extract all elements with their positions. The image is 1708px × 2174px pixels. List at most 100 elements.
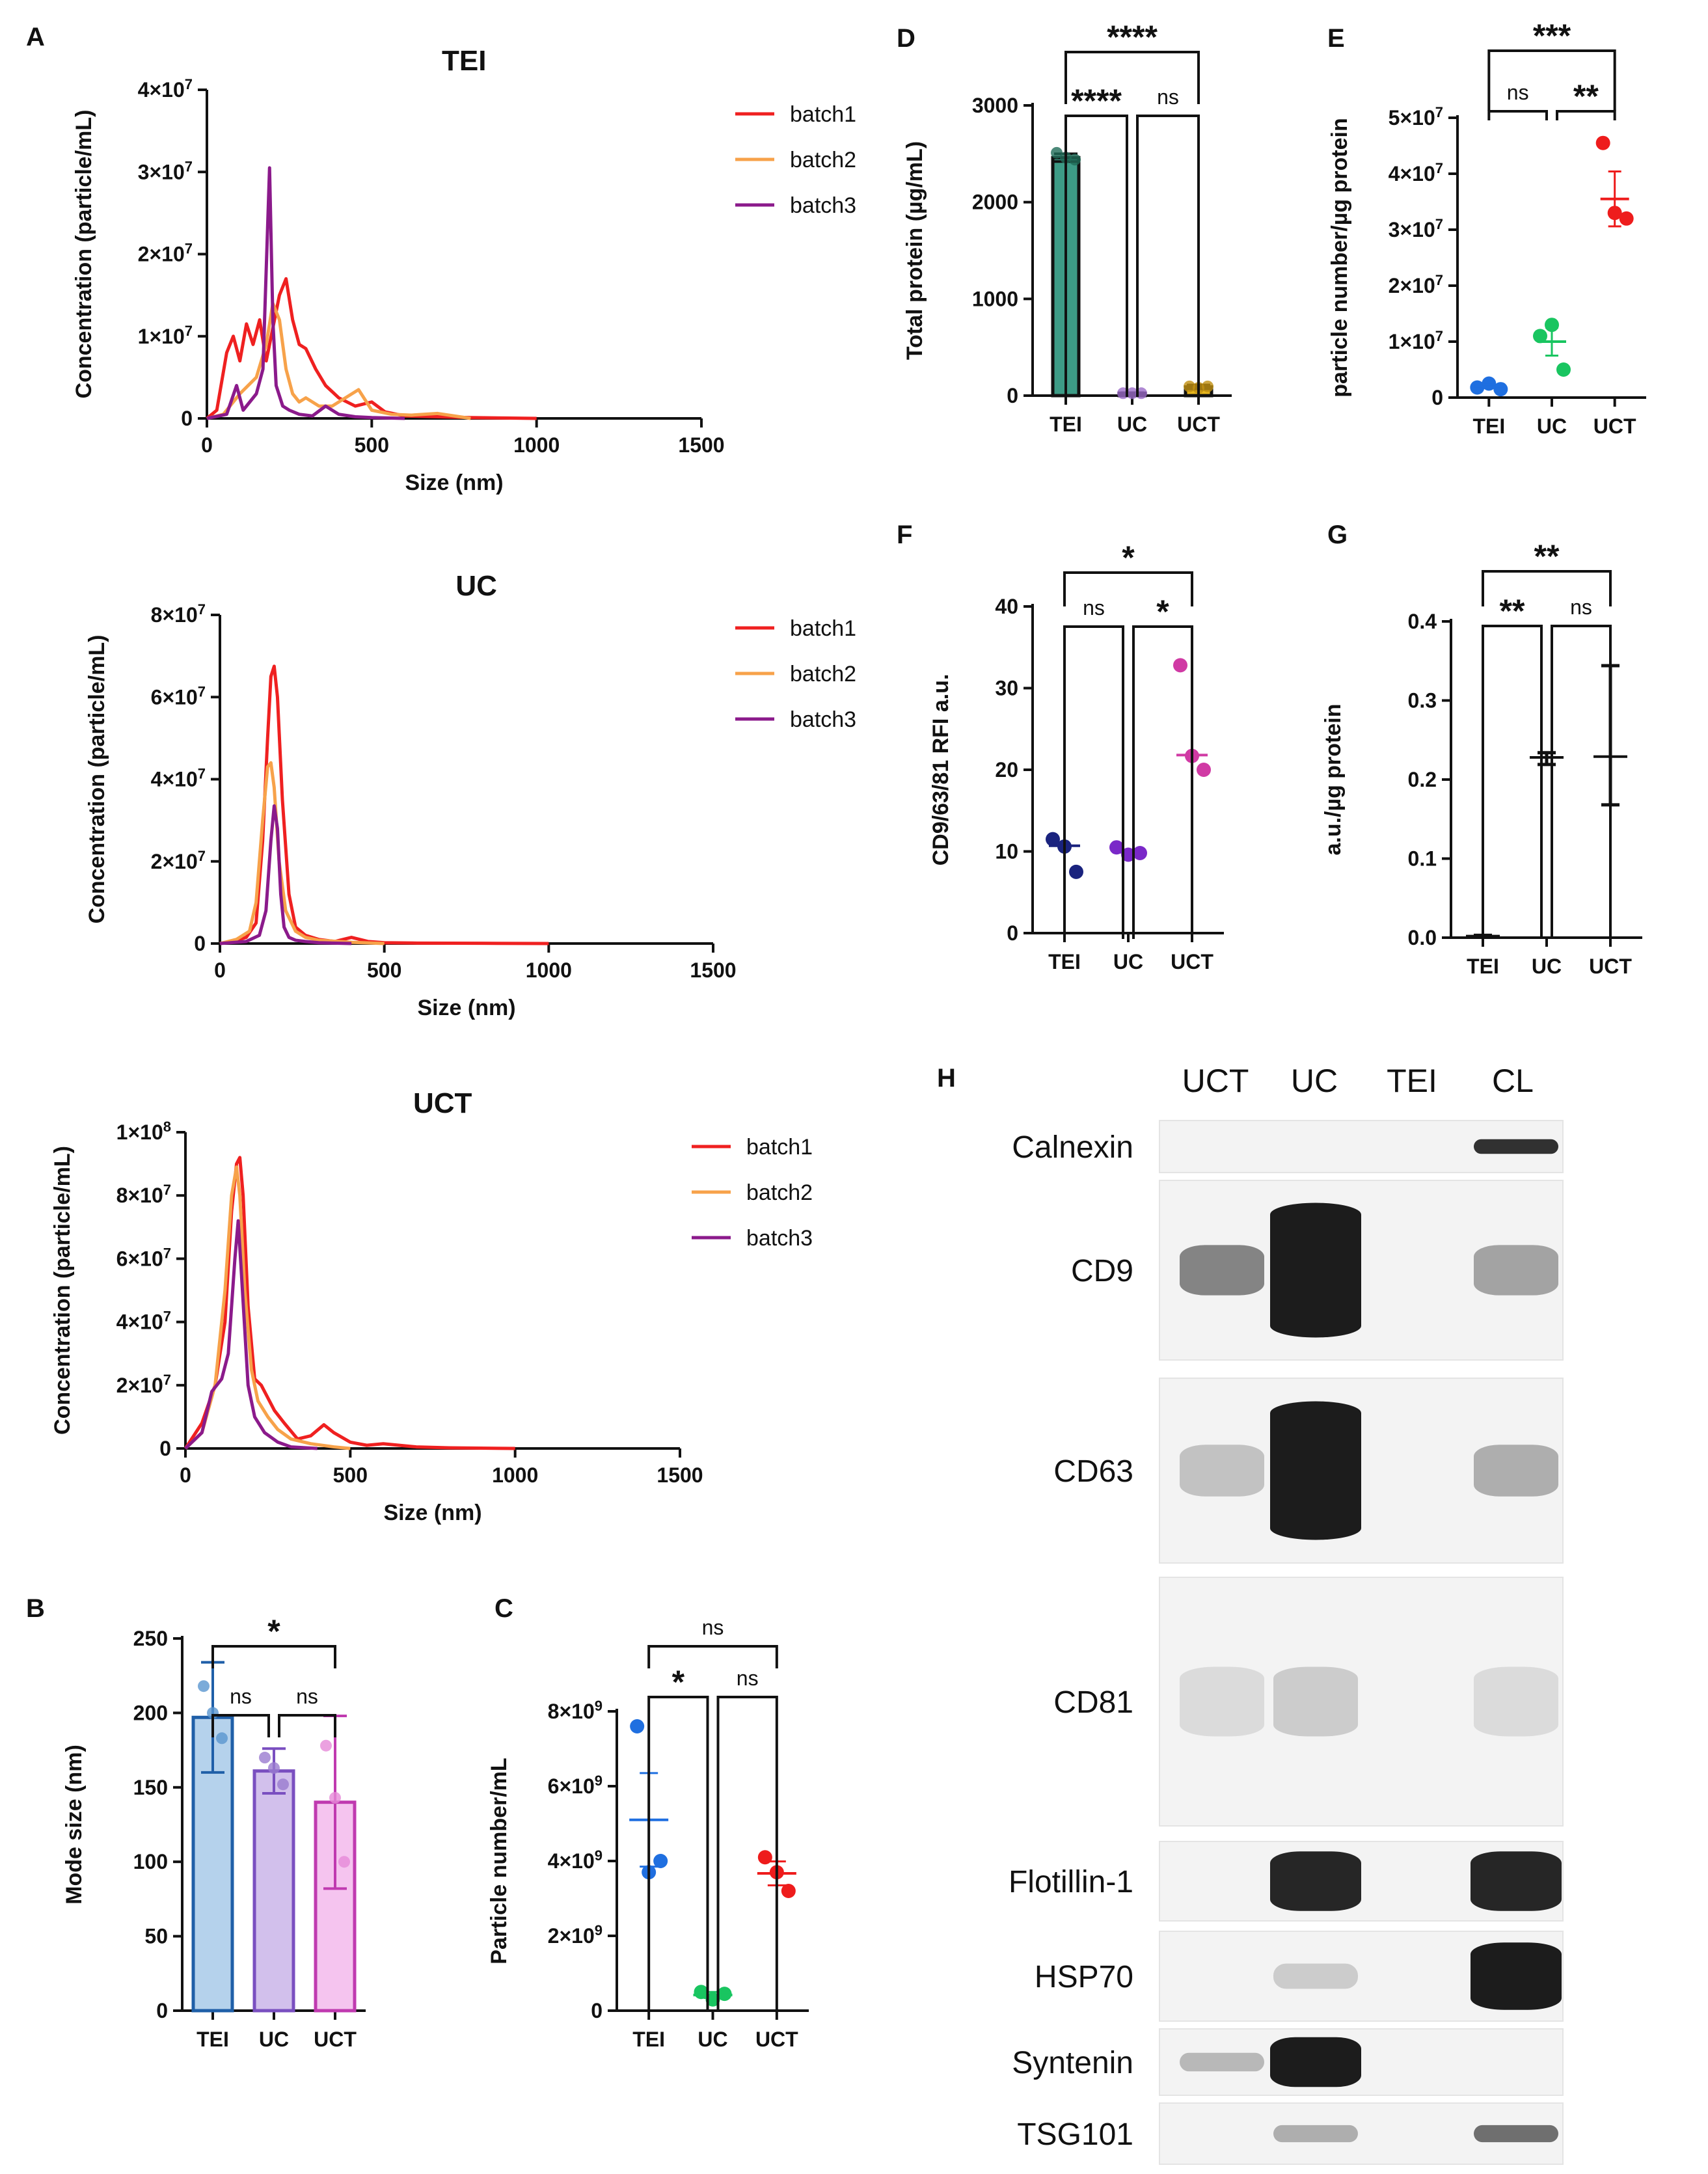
western-blot: UCT UC TEI CL Calnexin CD9 CD63 CD81 Flotillin-1…	[1009, 1063, 1564, 2165]
x-tick-label: 1000	[526, 958, 572, 982]
significance-bracket	[647, 1696, 709, 2011]
blot-row-label: CD9	[1071, 1254, 1133, 1288]
x-tick-label: UC	[1113, 950, 1143, 973]
series-line-batch3	[206, 166, 405, 420]
blot-band	[1180, 1245, 1264, 1296]
y-tick-label: 250	[133, 1627, 168, 1650]
chart-F: 0 10 20 30 40 TEI UC UCT CD9/63/81 RFI a.u. * ns *	[929, 539, 1224, 973]
significance-label: **	[1500, 593, 1525, 629]
x-tick-label: UCT	[314, 2028, 357, 2051]
significance-label: **	[1573, 78, 1599, 115]
y-tick-label: 4×107	[138, 76, 193, 102]
y-axis-label: Concentration (particle/mL)	[85, 635, 109, 924]
y-tick-label: 0.3	[1408, 689, 1437, 713]
chart-C: 0 2×109 4×109 6×109 8×109 TEI UC UCT Particle nu…	[487, 1616, 809, 2051]
x-axis-label: Size (nm)	[383, 1501, 481, 1525]
y-axis-label: particle number/µg protein	[1327, 118, 1352, 398]
blot-row-label: HSP70	[1035, 1960, 1133, 1994]
y-tick-label: 2×107	[151, 848, 206, 873]
significance-label: *	[267, 1613, 280, 1650]
significance-bracket	[1551, 625, 1612, 938]
chart-title: TEI	[442, 45, 486, 77]
y-tick-label: 40	[995, 595, 1018, 618]
x-tick-label: 500	[355, 433, 389, 457]
data-point	[259, 1752, 271, 1764]
data-point	[1051, 146, 1063, 159]
series-line-batch3	[184, 1219, 318, 1450]
data-point	[781, 1884, 796, 1898]
y-axis-label: a.u./µg protein	[1321, 703, 1346, 855]
y-tick-label: 0.1	[1408, 847, 1437, 871]
significance-label: **	[1534, 538, 1560, 575]
x-tick-label: UC	[1532, 955, 1562, 978]
blot-band	[1270, 1851, 1361, 1911]
chart-D: 0 1000 2000 3000 TEI UC UCT Total protein (µg/m…	[902, 19, 1232, 436]
significance-label: ns	[737, 1666, 759, 1690]
y-tick-label: 0.0	[1408, 926, 1437, 949]
legend-label: batch2	[790, 148, 856, 172]
blot-band	[1474, 1245, 1558, 1296]
blot-band	[1474, 1445, 1558, 1497]
significance-label: *	[672, 1664, 685, 1700]
legend-label: batch1	[790, 102, 856, 127]
x-axis-label: Size (nm)	[405, 470, 503, 495]
x-tick-label: UC	[1117, 413, 1147, 436]
y-tick-label: 1×108	[116, 1119, 171, 1144]
legend-label: batch2	[790, 662, 856, 686]
y-tick-label: 0	[156, 1999, 168, 2022]
series-line-batch3	[219, 804, 352, 945]
y-tick-label: 1×107	[1389, 328, 1443, 353]
y-axis-label: Particle number/mL	[487, 1758, 511, 1964]
significance-label: ****	[1071, 83, 1122, 119]
y-tick-label: 2×107	[1389, 272, 1443, 297]
y-tick-label: 2×109	[548, 1922, 603, 1948]
y-tick-label: 0	[1431, 386, 1443, 409]
blot-band	[1270, 1401, 1361, 1540]
legend-label: batch2	[746, 1180, 813, 1205]
y-tick-label: 0.2	[1408, 768, 1437, 791]
x-tick-label: 1500	[678, 433, 724, 457]
significance-bracket	[716, 1696, 778, 2011]
significance-bracket	[1556, 110, 1616, 120]
y-tick-label: 0	[1007, 384, 1018, 407]
y-tick-label: 10	[995, 840, 1018, 863]
blot-band	[1270, 2037, 1361, 2087]
panel-letter: F	[897, 521, 912, 549]
significance-bracket	[211, 1714, 270, 1737]
blot-band	[1273, 1963, 1358, 1989]
data-point	[1493, 382, 1508, 397]
chart-A_UC: UC 0 500 1000 1500 0 2×107 4×107 6×107 8×107 Size …	[85, 570, 856, 1020]
y-tick-label: 0	[159, 1437, 171, 1460]
y-tick-label: 6×107	[116, 1245, 171, 1270]
blot-band	[1273, 2125, 1358, 2143]
x-tick-label: TEI	[1048, 950, 1081, 973]
data-point	[216, 1732, 228, 1745]
x-tick-label: TEI	[197, 2028, 229, 2051]
y-axis-label: Mode size (nm)	[62, 1745, 87, 1905]
legend-label: batch3	[790, 707, 856, 732]
chart-title: UC	[455, 570, 497, 602]
series-line-batch2	[184, 1165, 351, 1450]
y-tick-label: 0	[194, 932, 206, 955]
data-point	[1556, 362, 1571, 377]
data-point	[268, 1762, 280, 1774]
y-tick-label: 2000	[972, 191, 1018, 214]
x-tick-label: 0	[214, 958, 226, 982]
data-point	[1197, 763, 1211, 777]
data-point	[277, 1778, 289, 1791]
chart-A_UCT: UCT 0 500 1000 1500 0 2×107 4×107 6×107 8×107 1×10…	[50, 1087, 813, 1525]
series-line-batch1	[219, 664, 549, 945]
x-tick-label: UCT	[1177, 413, 1220, 436]
lane-label: UC	[1291, 1063, 1338, 1099]
x-tick-label: UCT	[1171, 950, 1213, 973]
blot-row-label: CD81	[1053, 1685, 1133, 1720]
y-tick-label: 20	[995, 758, 1018, 781]
blot-row-Calnexin: Calnexin	[1012, 1120, 1564, 1173]
blot-band	[1471, 1942, 1562, 2010]
data-point	[1202, 380, 1213, 392]
significance-label: ns	[702, 1616, 724, 1639]
blot-band	[1474, 2125, 1558, 2143]
significance-label: ****	[1107, 19, 1158, 55]
y-tick-label: 0	[1007, 921, 1018, 945]
